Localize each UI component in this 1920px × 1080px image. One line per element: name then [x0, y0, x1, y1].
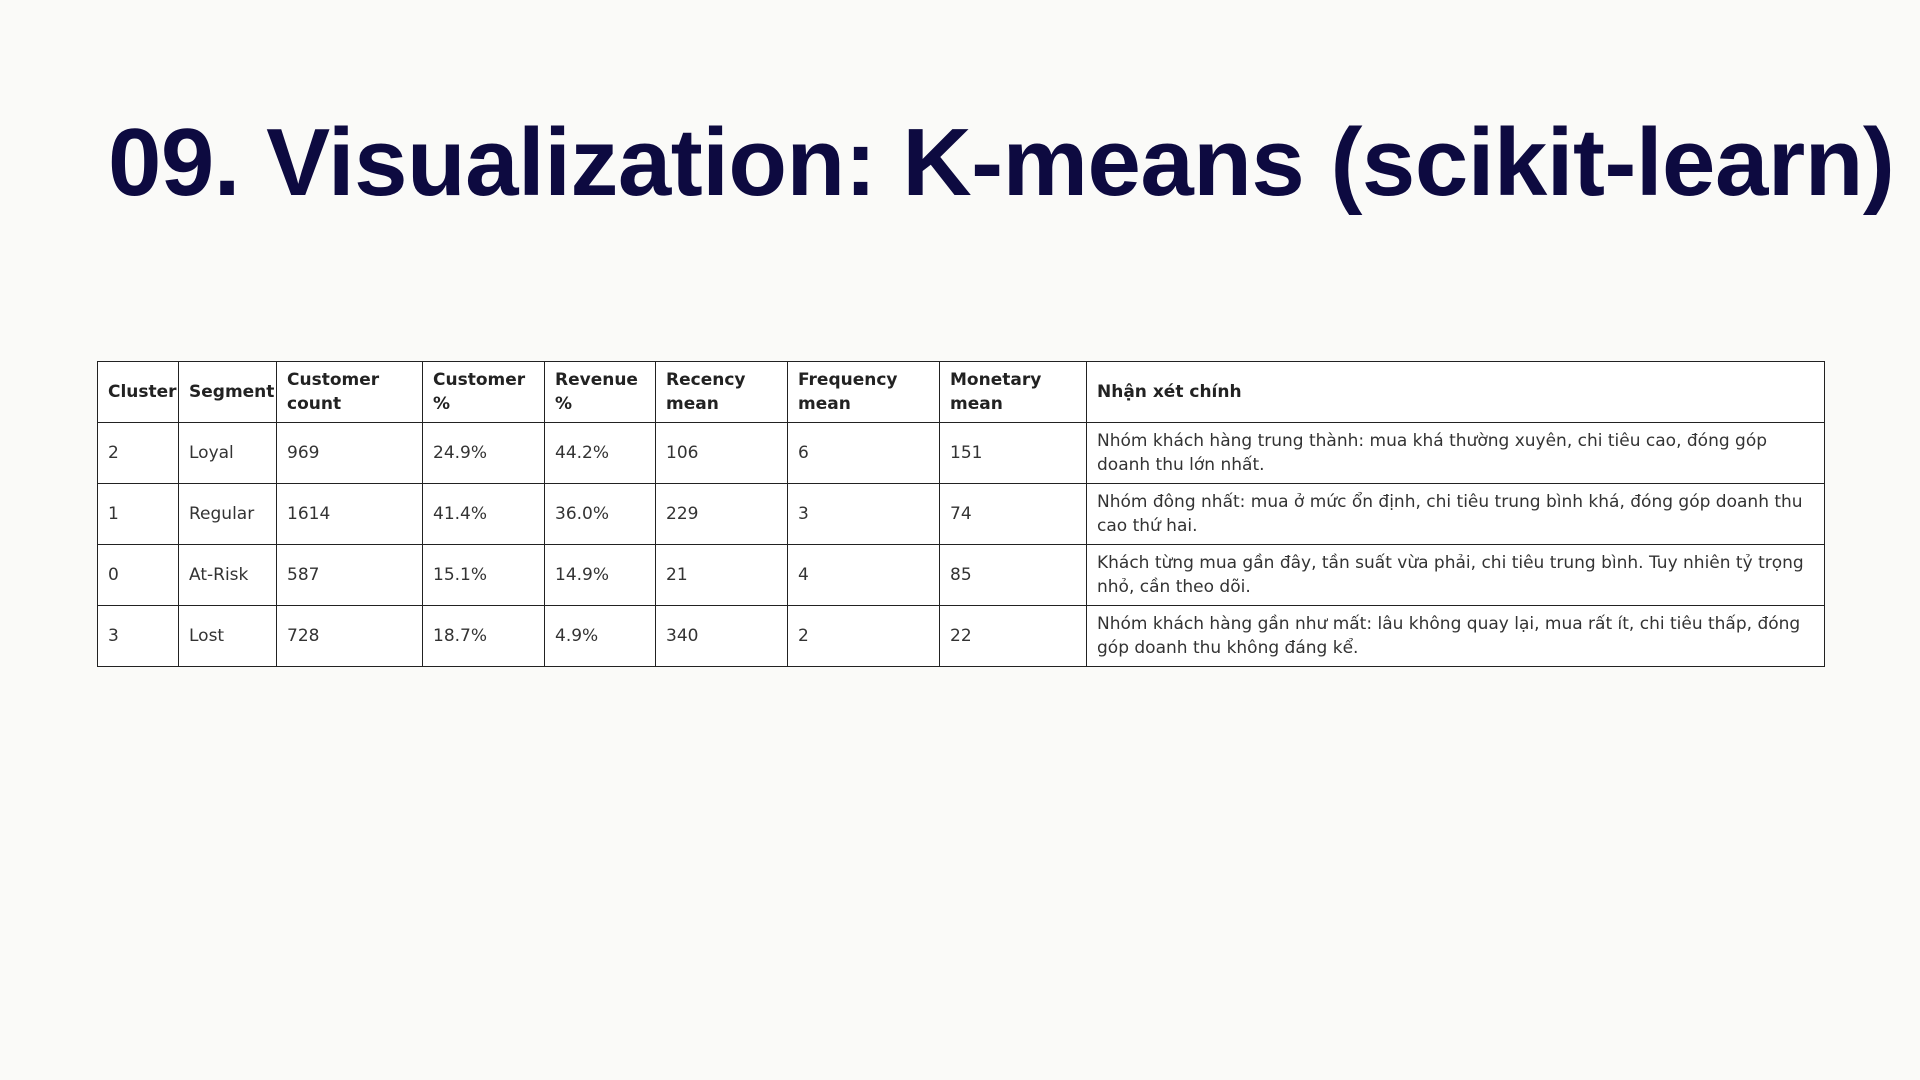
table-row: 0 At-Risk 587 15.1% 14.9% 21 4 85 Khách từng mua… — [97, 544, 1825, 606]
table-cell: 36.0% — [544, 483, 656, 545]
table-cell: 3 — [787, 483, 940, 545]
table-cell: 24.9% — [422, 422, 545, 484]
table-cell: 4.9% — [544, 605, 656, 667]
table-cell: 0 — [97, 544, 179, 606]
table-cell: 18.7% — [422, 605, 545, 667]
header-cell: Cluster — [97, 361, 179, 423]
table-cell: 4 — [787, 544, 940, 606]
table-cell: 15.1% — [422, 544, 545, 606]
table-cell: Nhóm khách hàng trung thành: mua khá thư… — [1086, 422, 1825, 484]
header-cell: Customer % — [422, 361, 545, 423]
table-cell: Nhóm khách hàng gần như mất: lâu không q… — [1086, 605, 1825, 667]
table-cell: 229 — [655, 483, 788, 545]
table-cell: 6 — [787, 422, 940, 484]
table-cell: 21 — [655, 544, 788, 606]
header-cell: Monetary mean — [939, 361, 1087, 423]
table-cell: 340 — [655, 605, 788, 667]
table-cell: 969 — [276, 422, 423, 484]
header-row: Cluster Segment Customer count Customer % Re… — [97, 361, 1825, 423]
table-cell: 2 — [787, 605, 940, 667]
table-cell: Khách từng mua gần đây, tần suất vừa phả… — [1086, 544, 1825, 606]
table-cell: 2 — [97, 422, 179, 484]
header-cell: Revenue % — [544, 361, 656, 423]
table-cell: 106 — [655, 422, 788, 484]
table-cell: 41.4% — [422, 483, 545, 545]
table-cell: 14.9% — [544, 544, 656, 606]
table-cell: Loyal — [178, 422, 277, 484]
table-cell: 3 — [97, 605, 179, 667]
table-cell: 44.2% — [544, 422, 656, 484]
table-cell: 587 — [276, 544, 423, 606]
header-cell: Nhận xét chính — [1086, 361, 1825, 423]
table-cell: 22 — [939, 605, 1087, 667]
table-cell: 151 — [939, 422, 1087, 484]
table-cell: 74 — [939, 483, 1087, 545]
table-cell: Lost — [178, 605, 277, 667]
header-cell: Segment — [178, 361, 277, 423]
table-cell: 728 — [276, 605, 423, 667]
table-cell: Nhóm đông nhất: mua ở mức ổn định, chi t… — [1086, 483, 1825, 545]
table-cell: 1 — [97, 483, 179, 545]
table-cell: At-Risk — [178, 544, 277, 606]
table-row: 1 Regular 1614 41.4% 36.0% 229 3 74 Nhóm đông nh… — [97, 483, 1825, 545]
header-cell: Frequency mean — [787, 361, 940, 423]
header-cell: Customer count — [276, 361, 423, 423]
table-cell: 85 — [939, 544, 1087, 606]
slide-title: 09. Visualization: K-means (scikit-learn… — [108, 109, 1895, 216]
table-row: 2 Loyal 969 24.9% 44.2% 106 6 151 Nhóm khách hàn… — [97, 422, 1825, 484]
table-row: 3 Lost 728 18.7% 4.9% 340 2 22 Nhóm khách hàng g… — [97, 605, 1825, 667]
table-cell: Regular — [178, 483, 277, 545]
header-cell: Recency mean — [655, 361, 788, 423]
cluster-table: Cluster Segment Customer count Customer % Re… — [97, 361, 1825, 667]
table-cell: 1614 — [276, 483, 423, 545]
